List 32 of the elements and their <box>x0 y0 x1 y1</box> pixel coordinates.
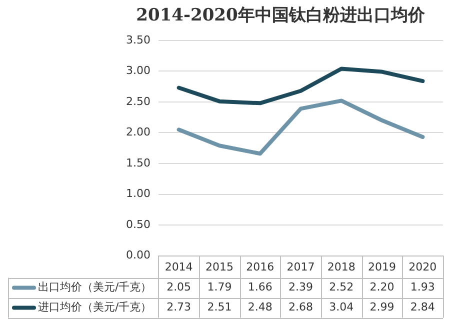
data-label: 2.52 <box>329 280 354 294</box>
y-tick-label: 0.00 <box>126 248 150 262</box>
data-label: 2.68 <box>288 300 313 314</box>
x-tick-label: 2019 <box>368 260 396 274</box>
data-label: 2.84 <box>410 300 435 314</box>
data-label: 1.66 <box>248 280 272 294</box>
y-tick-label: 3.00 <box>126 64 150 78</box>
y-tick-label: 1.50 <box>126 156 150 170</box>
data-label: 2.73 <box>166 300 192 314</box>
legend-label: 出口均价（美元/千克） <box>38 280 152 294</box>
x-tick-label: 2018 <box>327 260 356 274</box>
x-tick-label: 2014 <box>164 260 193 274</box>
data-label: 2.51 <box>207 300 232 314</box>
data-label: 1.93 <box>410 280 435 294</box>
data-label: 1.79 <box>207 280 232 294</box>
data-label: 2.99 <box>370 300 394 314</box>
y-tick-label: 0.50 <box>126 218 150 231</box>
y-tick-label: 2.50 <box>126 94 150 108</box>
legend-label: 进口均价（美元/千克） <box>38 300 152 314</box>
y-tick-label: 3.50 <box>126 33 150 46</box>
x-tick-label: 2016 <box>246 260 274 274</box>
x-tick-label: 2015 <box>205 260 234 274</box>
data-label: 2.39 <box>288 280 313 294</box>
x-tick-label: 2020 <box>408 260 437 274</box>
chart-title: 2014-2020年中国钛白粉进出口均价 <box>136 6 426 26</box>
data-label: 3.04 <box>329 300 354 314</box>
data-label: 2.48 <box>248 300 272 314</box>
y-tick-label: 2.00 <box>126 126 150 139</box>
data-label: 2.05 <box>166 280 192 294</box>
data-label: 2.20 <box>370 280 394 294</box>
y-tick-label: 1.00 <box>126 187 150 200</box>
x-tick-label: 2017 <box>286 260 315 274</box>
